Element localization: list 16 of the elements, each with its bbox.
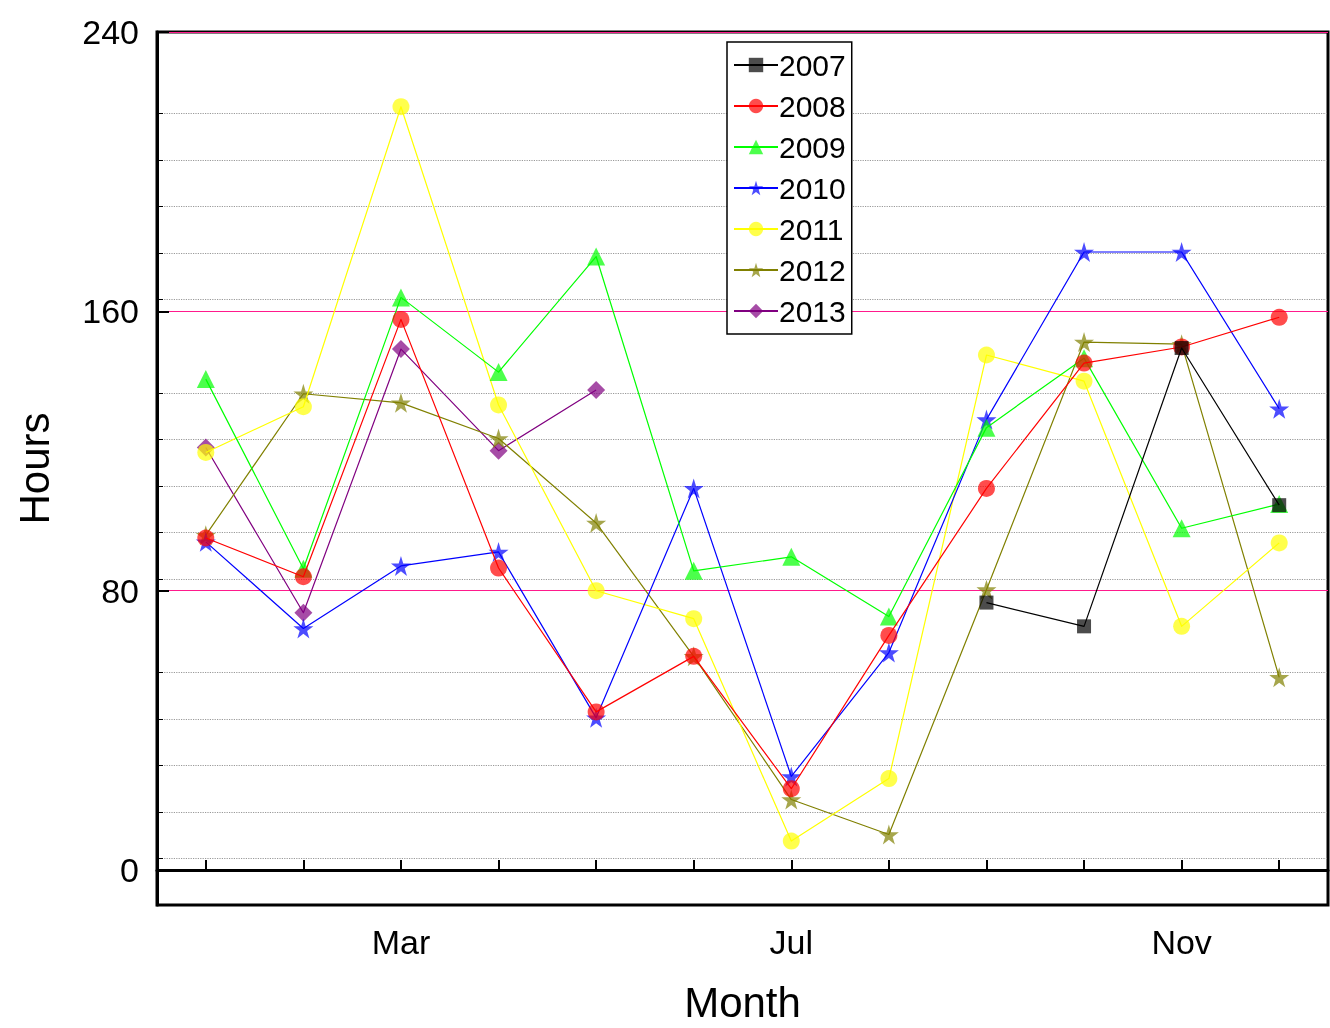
y-tick-label: 240 (82, 13, 139, 51)
x-axis-title: Month (684, 978, 801, 1026)
legend-label: 2008 (779, 89, 846, 123)
legend-label: 2010 (779, 171, 846, 205)
y-tick-label: 80 (101, 571, 139, 610)
legend-label: 2012 (779, 253, 846, 287)
legend-label: 2009 (779, 130, 846, 164)
y-axis-title: Hours (10, 412, 58, 525)
legend-label: 2007 (779, 48, 846, 82)
legend-label: 2013 (779, 294, 846, 328)
x-tick-label: Nov (1151, 923, 1212, 961)
x-tick-label: Jul (769, 923, 814, 961)
legend-label: 2011 (779, 212, 844, 246)
x-tick-label: Mar (371, 923, 431, 961)
y-tick-label: 160 (82, 292, 139, 331)
y-tick-label: 0 (120, 851, 139, 890)
